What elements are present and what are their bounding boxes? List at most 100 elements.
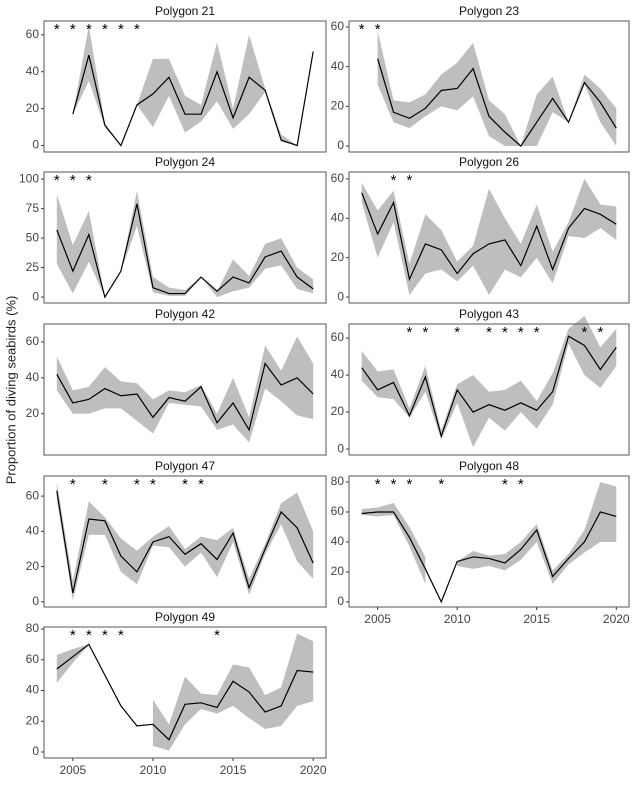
significance-marker: * — [86, 627, 92, 644]
confidence-band — [361, 502, 426, 584]
y-tick-label: 0 — [337, 441, 344, 455]
panel-border — [43, 626, 327, 759]
significance-marker: * — [438, 476, 444, 493]
significance-marker: * — [134, 21, 140, 38]
panel-title: Polygon 21 — [155, 4, 215, 18]
y-tick-label: 60 — [331, 330, 345, 344]
significance-marker: * — [597, 324, 603, 341]
panel-title: Polygon 42 — [155, 307, 215, 321]
y-tick-label: 0 — [337, 594, 344, 608]
y-tick-label: 40 — [331, 367, 345, 381]
y-tick-label: 25 — [26, 260, 40, 274]
y-tick-label: 0 — [337, 289, 344, 303]
significance-marker: * — [391, 172, 397, 189]
panel-border — [43, 323, 327, 456]
x-tick-label: 2005 — [364, 612, 391, 626]
significance-marker: * — [70, 476, 76, 493]
significance-marker: * — [375, 476, 381, 493]
panel-title: Polygon 23 — [459, 4, 519, 18]
y-tick-label: 100 — [19, 171, 39, 185]
confidence-band — [152, 633, 314, 751]
y-tick-label: 0 — [32, 594, 39, 608]
y-tick-label: 20 — [26, 101, 40, 115]
line — [361, 335, 617, 439]
y-tick-label: 40 — [26, 524, 40, 538]
x-tick-label: 2020 — [300, 763, 327, 777]
significance-marker: * — [118, 21, 124, 38]
significance-marker: * — [518, 324, 524, 341]
significance-marker: * — [86, 21, 92, 38]
panel-border — [348, 475, 630, 608]
line — [56, 643, 314, 741]
confidence-band — [361, 315, 617, 448]
y-tick-label: 20 — [26, 406, 40, 420]
line — [56, 362, 314, 432]
confidence-band — [56, 644, 89, 683]
y-tick-label: 20 — [331, 564, 345, 578]
confidence-band — [457, 481, 617, 584]
y-tick-label: 60 — [331, 504, 345, 518]
panel-border — [348, 323, 630, 456]
line — [56, 490, 314, 594]
line — [361, 192, 617, 282]
x-tick-label: 2010 — [444, 612, 471, 626]
significance-marker: * — [102, 627, 108, 644]
panel-border — [43, 475, 327, 608]
significance-marker: * — [118, 627, 124, 644]
y-tick-label: 40 — [26, 64, 40, 78]
y-tick-label: 60 — [26, 488, 40, 502]
significance-marker: * — [359, 21, 365, 38]
x-tick-label: 2020 — [603, 612, 630, 626]
panel-border — [348, 20, 630, 153]
significance-marker: * — [70, 627, 76, 644]
significance-marker: * — [534, 324, 540, 341]
significance-marker: * — [182, 476, 188, 493]
line — [56, 203, 314, 299]
significance-marker: * — [54, 172, 60, 189]
y-tick-label: 40 — [331, 59, 345, 73]
confidence-band — [56, 190, 314, 298]
line — [361, 511, 617, 604]
significance-marker: * — [198, 476, 204, 493]
y-tick-label: 0 — [32, 744, 39, 758]
y-tick-label: 0 — [32, 289, 39, 303]
significance-marker: * — [54, 21, 60, 38]
y-tick-label: 60 — [331, 171, 345, 185]
panel-title: Polygon 43 — [459, 307, 519, 321]
significance-marker: * — [150, 476, 156, 493]
confidence-band — [72, 25, 314, 146]
y-tick-label: 20 — [26, 713, 40, 727]
y-tick-label: 80 — [331, 474, 345, 488]
y-tick-label: 20 — [331, 250, 345, 264]
y-tick-label: 40 — [331, 534, 345, 548]
panel-title: Polygon 49 — [155, 610, 215, 624]
y-tick-label: 20 — [331, 404, 345, 418]
significance-marker: * — [102, 476, 108, 493]
panel-border — [348, 171, 630, 304]
panel-title: Polygon 48 — [459, 459, 519, 473]
panel-title: Polygon 24 — [155, 155, 215, 169]
x-tick-label: 2010 — [140, 763, 167, 777]
confidence-band — [56, 481, 314, 601]
y-tick-label: 40 — [26, 683, 40, 697]
significance-marker: * — [102, 21, 108, 38]
significance-marker: * — [422, 324, 428, 341]
y-axis-label: Proportion of diving seabirds (%) — [3, 296, 18, 485]
y-tick-label: 0 — [32, 138, 39, 152]
confidence-band — [56, 336, 314, 443]
y-tick-label: 60 — [26, 652, 40, 666]
y-tick-label: 75 — [26, 201, 40, 215]
y-tick-label: 40 — [331, 210, 345, 224]
significance-marker: * — [407, 172, 413, 189]
significance-marker: * — [486, 324, 492, 341]
x-tick-label: 2015 — [220, 763, 247, 777]
panel-title: Polygon 26 — [459, 155, 519, 169]
confidence-band — [377, 30, 617, 147]
significance-marker: * — [518, 476, 524, 493]
significance-marker: * — [134, 476, 140, 493]
significance-marker: * — [86, 172, 92, 189]
y-tick-label: 80 — [26, 621, 40, 635]
significance-marker: * — [454, 324, 460, 341]
